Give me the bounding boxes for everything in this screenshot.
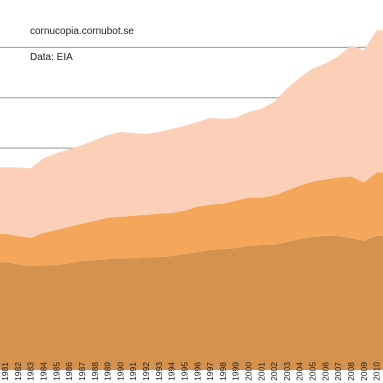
x-tick-label: 1996 bbox=[192, 362, 202, 381]
x-tick-label: 1997 bbox=[205, 362, 215, 381]
x-tick-label: 1990 bbox=[115, 362, 125, 381]
x-tick-label: 1986 bbox=[64, 362, 74, 381]
x-tick-label: 2002 bbox=[269, 362, 279, 381]
x-tick-label: 1983 bbox=[26, 362, 36, 381]
x-tick-label: 1985 bbox=[51, 362, 61, 381]
area bbox=[0, 235, 383, 370]
x-tick-label: 2009 bbox=[359, 362, 369, 381]
x-tick-label: 1982 bbox=[13, 362, 23, 381]
x-tick-label: 1984 bbox=[39, 362, 49, 381]
x-tick-label: 2008 bbox=[346, 362, 356, 381]
data-label: Data: EIA bbox=[30, 52, 73, 63]
x-tick-label: 1995 bbox=[179, 362, 189, 381]
x-tick-label: 2004 bbox=[295, 362, 305, 381]
x-tick-label: 1993 bbox=[154, 362, 164, 381]
x-tick-label: 1999 bbox=[231, 362, 241, 381]
x-tick-label: 2000 bbox=[244, 362, 254, 381]
x-tick-label: 2007 bbox=[333, 362, 343, 381]
area bbox=[0, 172, 383, 267]
x-tick-label: 1987 bbox=[77, 362, 87, 381]
x-tick-label: 1992 bbox=[141, 362, 151, 381]
x-tick-label: 2010 bbox=[372, 362, 382, 381]
x-tick-label: 1989 bbox=[103, 362, 113, 381]
x-tick-label: 1991 bbox=[128, 362, 138, 381]
x-tick-label: 1998 bbox=[218, 362, 228, 381]
x-tick-label: 2005 bbox=[308, 362, 318, 381]
x-tick-label: 2003 bbox=[282, 362, 292, 381]
x-tick-label: 2001 bbox=[256, 362, 266, 381]
source-label: cornucopia.cornubot.se bbox=[30, 26, 134, 37]
area bbox=[0, 30, 383, 238]
x-tick-label: 1988 bbox=[90, 362, 100, 381]
x-tick-label: 1994 bbox=[167, 362, 177, 381]
x-tick-label: 2006 bbox=[320, 362, 330, 381]
x-tick-label: 1981 bbox=[0, 362, 10, 381]
